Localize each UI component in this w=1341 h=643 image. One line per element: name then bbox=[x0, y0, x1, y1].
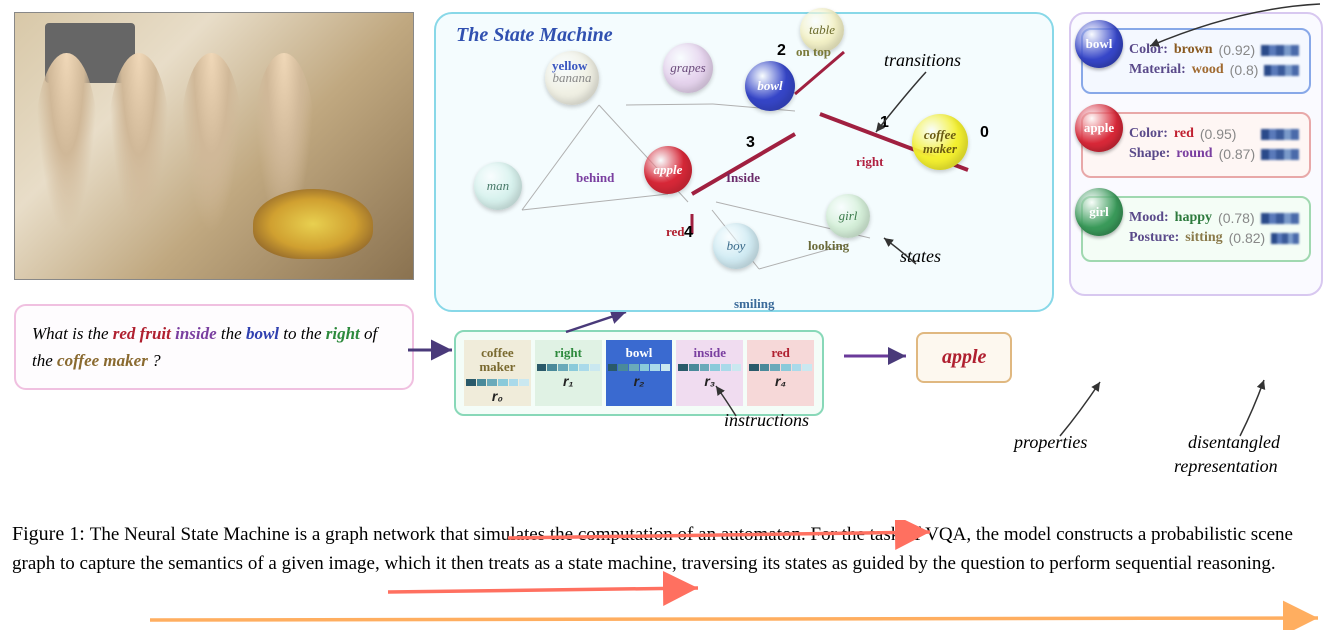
annot-arrows bbox=[436, 14, 1056, 314]
annot-properties: properties bbox=[1014, 432, 1087, 453]
edge-label-inside: Inside bbox=[726, 170, 760, 186]
edge-label-red: red bbox=[666, 224, 685, 240]
answer-box: apple bbox=[916, 332, 1012, 383]
properties-panel: bowl Color: brown (0.92) Material: wood (0… bbox=[1069, 12, 1323, 296]
prop-card-girl: girlMood: happy (0.78)Posture: sitting (… bbox=[1081, 196, 1311, 262]
edge-label-yellow: yellow bbox=[552, 58, 587, 74]
graph-title: The State Machine bbox=[456, 24, 613, 47]
node-coffee: coffee maker bbox=[912, 114, 968, 170]
prop-badge-girl: girl bbox=[1075, 188, 1123, 236]
step-1: 1 bbox=[880, 114, 889, 132]
scene-photo bbox=[14, 12, 414, 280]
step-3: 3 bbox=[746, 134, 755, 152]
feature-bar bbox=[1261, 213, 1299, 224]
q-bowl: bowl bbox=[246, 324, 279, 343]
instr-cell-1: rightr₁ bbox=[535, 340, 602, 406]
edge-label-looking: looking bbox=[808, 238, 849, 254]
prop-badge-bowl: bowl bbox=[1075, 20, 1123, 68]
edge-label-behind: behind bbox=[576, 170, 614, 186]
edge-label-right: right bbox=[856, 154, 883, 170]
feature-bar bbox=[1271, 233, 1299, 244]
q-right: right bbox=[326, 324, 360, 343]
annot-disentangled-2: representation bbox=[1174, 456, 1278, 477]
question-box: What is the red fruit inside the bowl to… bbox=[14, 304, 414, 390]
node-boy: boy bbox=[713, 223, 759, 269]
instr-cell-0: coffee makerr₀ bbox=[464, 340, 531, 406]
prop-row: Material: wood (0.8) bbox=[1129, 62, 1299, 78]
graph-edges bbox=[436, 14, 1056, 314]
annot-transitions: transitions bbox=[884, 50, 961, 71]
node-apple: apple bbox=[644, 146, 692, 194]
node-bowl: bowl bbox=[745, 61, 795, 111]
node-grapes: grapes bbox=[663, 43, 713, 93]
feature-bar bbox=[1261, 129, 1299, 140]
edge-label-ontop: on top bbox=[796, 44, 831, 60]
caption-lead: Figure 1: bbox=[12, 523, 90, 545]
feature-bar bbox=[1261, 45, 1299, 56]
prop-row: Shape: round (0.87) bbox=[1129, 146, 1299, 162]
prop-row: Color: brown (0.92) bbox=[1129, 42, 1299, 58]
instructions-panel: coffee makerr₀rightr₁bowlr₂insider₃redr₄ bbox=[454, 330, 824, 416]
annot-states: states bbox=[900, 246, 941, 267]
edge-label-smiling: smiling bbox=[734, 296, 774, 312]
instr-cell-3: insider₃ bbox=[676, 340, 743, 406]
node-girl: girl bbox=[826, 194, 870, 238]
figure-caption: Figure 1: The Neural State Machine is a … bbox=[0, 520, 1341, 577]
feature-bar bbox=[1264, 65, 1299, 76]
q-redfruit: red fruit bbox=[113, 324, 171, 343]
feature-bar bbox=[1261, 149, 1299, 160]
step-0: 0 bbox=[980, 124, 989, 142]
prop-badge-apple: apple bbox=[1075, 104, 1123, 152]
state-machine-panel: The State Machine tablegrapesbowlbananac… bbox=[434, 12, 1054, 312]
prop-row: Color: red (0.95) bbox=[1129, 126, 1299, 142]
q-inside: inside bbox=[175, 324, 217, 343]
instr-cell-4: redr₄ bbox=[747, 340, 814, 406]
node-man: man bbox=[474, 162, 522, 210]
caption-body: The Neural State Machine is a graph netw… bbox=[12, 524, 1293, 574]
prop-row: Mood: happy (0.78) bbox=[1129, 210, 1299, 226]
annot-disentangled-1: disentangled bbox=[1188, 432, 1280, 453]
q-text: What is the bbox=[32, 324, 113, 343]
prop-card-apple: appleColor: red (0.95)Shape: round (0.87… bbox=[1081, 112, 1311, 178]
instr-cell-2: bowlr₂ bbox=[606, 340, 673, 406]
q-coffee: coffee maker bbox=[57, 351, 148, 370]
prop-card-bowl: bowlColor: brown (0.92)Material: wood (0… bbox=[1081, 28, 1311, 94]
step-2: 2 bbox=[777, 42, 786, 60]
annot-instructions: instructions bbox=[724, 410, 809, 431]
prop-row: Posture: sitting (0.82) bbox=[1129, 230, 1299, 246]
step-4: 4 bbox=[684, 224, 693, 242]
